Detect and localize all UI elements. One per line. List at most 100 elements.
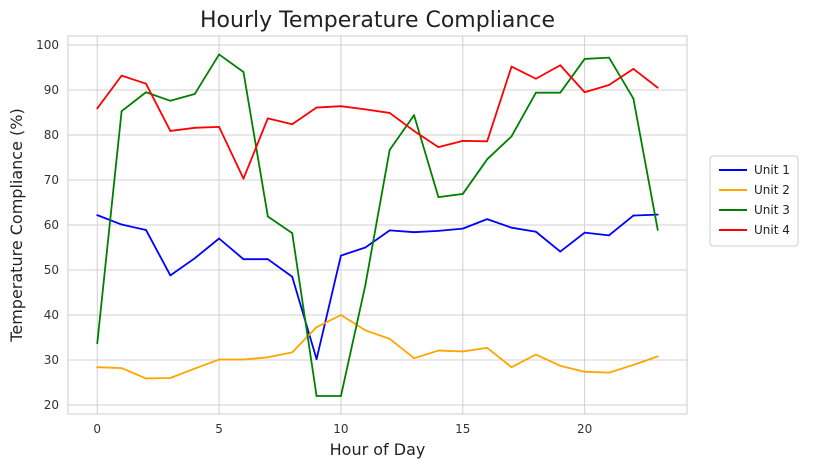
data-point <box>388 229 391 232</box>
data-point <box>242 71 245 73</box>
data-point <box>169 130 172 132</box>
data-point <box>340 254 342 257</box>
data-point <box>510 135 513 138</box>
series-line <box>96 53 659 397</box>
data-point <box>291 123 294 126</box>
data-point <box>218 358 220 361</box>
data-point <box>340 395 342 397</box>
y-tick-label: 90 <box>44 83 59 97</box>
x-tick-label: 20 <box>577 422 592 436</box>
data-point <box>437 196 440 199</box>
data-point <box>120 110 123 113</box>
data-point <box>608 56 610 59</box>
data-point <box>315 358 318 360</box>
legend-label: Unit 2 <box>754 183 790 197</box>
x-tick-label: 10 <box>333 422 348 436</box>
data-point <box>364 284 367 287</box>
series-unit-2 <box>96 314 659 380</box>
data-point <box>486 346 489 349</box>
data-point <box>583 91 586 94</box>
data-point <box>437 349 440 352</box>
data-point <box>193 257 196 260</box>
data-point <box>291 351 294 354</box>
data-point <box>364 246 367 249</box>
data-point <box>461 350 464 353</box>
data-point <box>486 218 489 221</box>
data-point <box>193 126 196 129</box>
data-point <box>266 215 269 218</box>
y-tick-label: 100 <box>36 38 59 52</box>
x-tick-label: 0 <box>93 422 101 436</box>
legend-label: Unit 1 <box>754 163 790 177</box>
data-point <box>315 395 318 397</box>
data-point <box>193 93 196 95</box>
data-point <box>218 53 220 56</box>
data-point <box>437 229 440 232</box>
x-axis-label: Hour of Day <box>330 440 426 459</box>
data-point <box>120 367 123 369</box>
data-point <box>266 258 269 261</box>
data-point <box>242 358 245 361</box>
grid <box>68 36 687 414</box>
data-point <box>96 342 99 345</box>
x-axis-ticks: 0 5 10 15 20 <box>93 422 592 436</box>
data-point <box>583 370 586 373</box>
y-tick-label: 60 <box>44 218 59 232</box>
data-point <box>291 232 294 235</box>
series-layer <box>96 53 659 397</box>
y-axis-label: Temperature Compliance (%) <box>7 108 26 342</box>
y-axis-ticks: 20 30 40 50 60 70 80 90 100 <box>36 38 59 412</box>
series-line <box>96 213 658 361</box>
data-point <box>632 97 635 100</box>
data-point <box>291 275 294 278</box>
data-point <box>120 223 123 226</box>
y-tick-label: 40 <box>44 308 59 322</box>
data-point <box>535 230 537 233</box>
data-point <box>656 229 659 231</box>
data-point <box>413 357 415 360</box>
data-point <box>437 146 440 149</box>
data-point <box>96 107 99 110</box>
data-point <box>218 237 220 240</box>
data-point <box>169 274 172 277</box>
y-tick-label: 50 <box>44 263 59 277</box>
data-point <box>486 158 489 161</box>
data-point <box>535 91 537 94</box>
data-point <box>632 364 635 366</box>
data-point <box>388 148 391 151</box>
series-line <box>96 64 659 180</box>
data-point <box>315 326 318 329</box>
y-tick-label: 70 <box>44 173 59 187</box>
data-point <box>608 234 610 237</box>
data-point <box>656 86 659 89</box>
y-tick-label: 30 <box>44 353 59 367</box>
legend: Unit 1 Unit 2 Unit 3 Unit 4 <box>709 155 799 247</box>
data-point <box>608 84 610 86</box>
data-point <box>169 377 172 379</box>
data-point <box>583 231 586 234</box>
data-point <box>340 314 342 316</box>
data-point <box>242 258 245 261</box>
data-point <box>656 355 659 358</box>
data-point <box>218 126 220 128</box>
data-point <box>364 108 367 111</box>
data-point <box>413 114 415 117</box>
data-point <box>413 130 415 132</box>
data-point <box>145 229 147 231</box>
data-point <box>510 366 513 369</box>
data-point <box>559 91 562 94</box>
data-point <box>583 58 586 60</box>
data-point <box>535 77 537 80</box>
data-point <box>559 364 562 367</box>
data-point <box>364 329 367 332</box>
data-point <box>193 367 196 370</box>
y-tick-label: 20 <box>44 398 59 412</box>
data-point <box>461 227 464 230</box>
data-point <box>315 106 318 109</box>
data-point <box>413 231 415 234</box>
data-point <box>266 356 269 359</box>
legend-frame <box>709 155 799 247</box>
data-point <box>266 117 269 120</box>
data-point <box>145 377 147 380</box>
